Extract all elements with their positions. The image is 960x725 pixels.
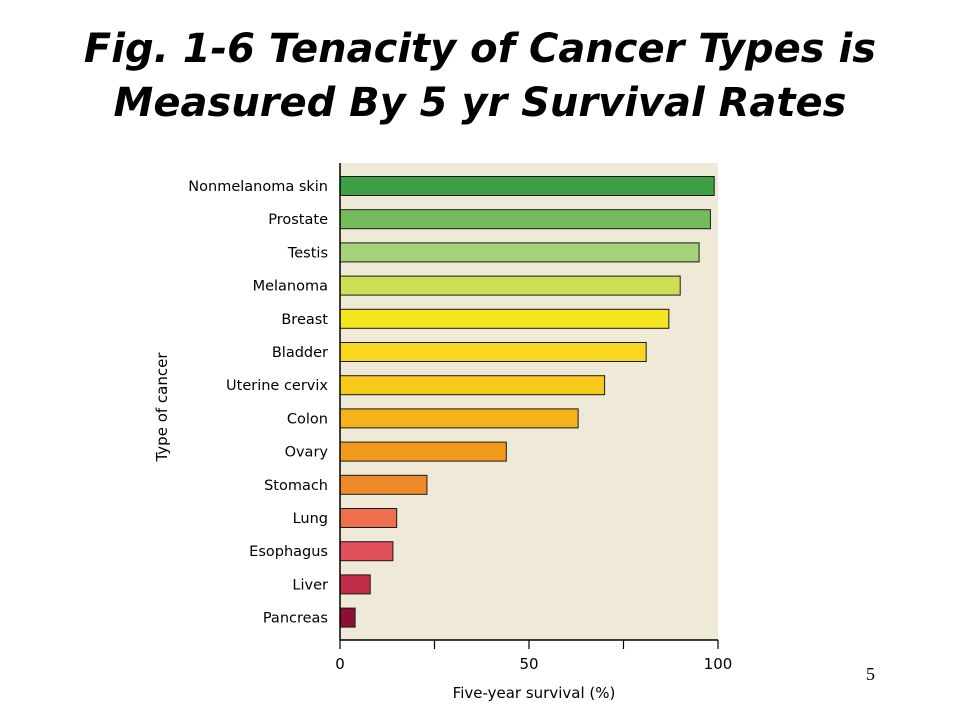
slide-title: Fig. 1-6 Tenacity of Cancer Types is Mea… [0, 22, 960, 130]
plot-background [340, 163, 718, 640]
bar-breast [339, 308, 670, 329]
x-tick-label: 0 [335, 655, 345, 673]
category-label-liver: Liver [292, 577, 328, 593]
category-label-prostate: Prostate [268, 212, 328, 228]
y-axis-label: Type of cancer [153, 352, 171, 463]
category-label-stomach: Stomach [264, 478, 328, 494]
page-number: 5 [866, 664, 875, 684]
bar-stomach [339, 474, 428, 495]
bar-melanoma [339, 275, 681, 296]
slide-title-line-1: Fig. 1-6 Tenacity of Cancer Types is [83, 26, 877, 72]
category-label-colon: Colon [287, 411, 328, 427]
category-label-nonmelanoma-skin: Nonmelanoma skin [188, 179, 328, 195]
slide-title-line-2: Measured By 5 yr Survival Rates [113, 80, 847, 126]
category-label-breast: Breast [281, 312, 328, 328]
bar-lung [339, 508, 398, 528]
bar-prostate [339, 209, 711, 230]
bar-testis [339, 242, 700, 263]
category-label-lung: Lung [293, 511, 328, 527]
category-label-melanoma: Melanoma [253, 279, 328, 295]
category-label-esophagus: Esophagus [249, 544, 328, 560]
category-label-pancreas: Pancreas [263, 611, 328, 627]
category-label-uterine-cervix: Uterine cervix [226, 378, 328, 394]
bar-bladder [339, 342, 647, 362]
x-axis-label: Five-year survival (%) [453, 684, 616, 702]
x-tick-label: 100 [704, 655, 733, 673]
category-label-bladder: Bladder [272, 345, 328, 361]
bar-pancreas [339, 607, 356, 628]
category-label-testis: Testis [287, 245, 328, 261]
bar-colon [339, 408, 579, 429]
bar-nonmelanoma-skin [339, 176, 715, 196]
bar-uterine-cervix [339, 375, 606, 396]
category-label-ovary: Ovary [285, 445, 329, 461]
bar-ovary [339, 441, 507, 462]
bar-liver [339, 574, 371, 595]
x-tick-label: 50 [519, 655, 538, 673]
bar-esophagus [339, 541, 394, 562]
